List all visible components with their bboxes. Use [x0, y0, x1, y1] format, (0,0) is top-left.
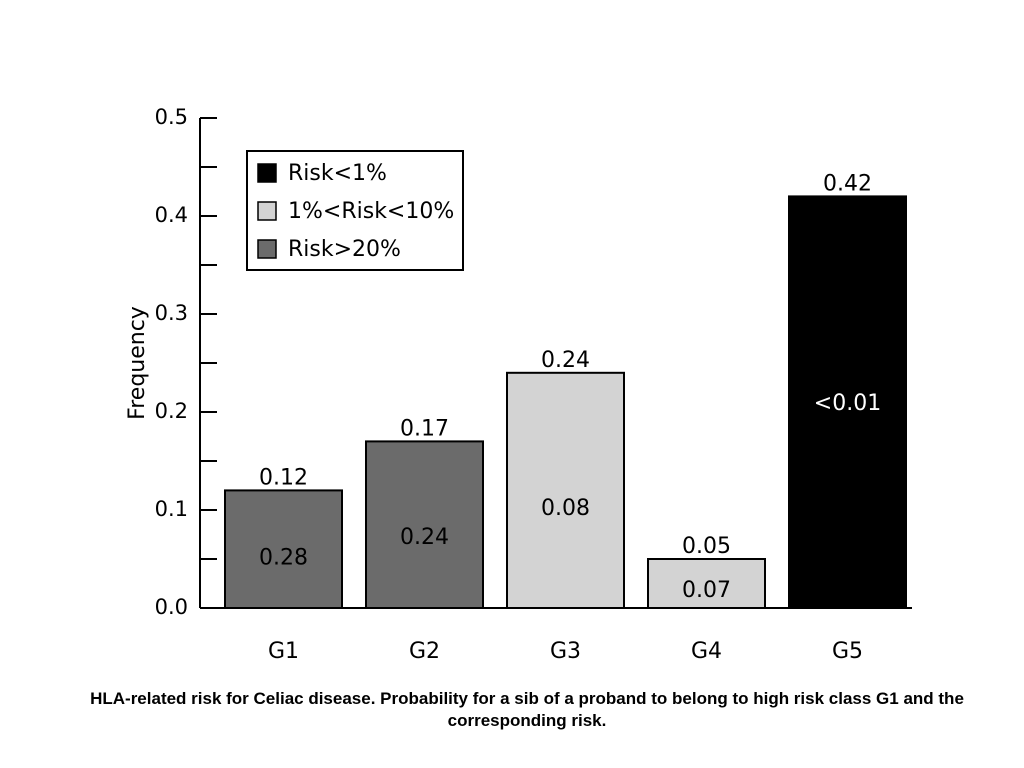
- bar-value-label: 0.42: [823, 171, 872, 196]
- bar-risk-label: 0.24: [400, 525, 449, 550]
- legend-swatch: [257, 163, 277, 183]
- y-ticks: 0.0 0.1 0.2 0.3 0.4 0.5: [155, 105, 217, 619]
- y-tick-label: 0.3: [155, 301, 188, 325]
- bar-g1: [224, 489, 343, 609]
- bar-value-label: 0.12: [259, 465, 308, 490]
- x-tick-label: G2: [409, 639, 440, 664]
- legend-swatch: [257, 201, 277, 221]
- y-tick-label: 0.0: [155, 595, 188, 619]
- bar-g2: [365, 440, 484, 609]
- bar-risk-label: 0.08: [541, 496, 590, 521]
- y-tick-label: 0.5: [155, 105, 188, 129]
- legend-label: Risk>20%: [288, 237, 401, 262]
- x-tick-label: G3: [550, 639, 581, 664]
- bar-g5: [788, 195, 907, 609]
- x-tick-labels: G1 G2 G3 G4 G5: [268, 639, 863, 664]
- y-tick-label: 0.2: [155, 399, 188, 423]
- legend-label: Risk<1%: [288, 161, 387, 186]
- bar-g3: [506, 371, 625, 609]
- legend-items: Risk<1% 1%<Risk<10% Risk>20%: [257, 161, 454, 262]
- bar-labels: 0.12 0.28 0.17 0.24 0.24 0.08 0.05 0.07 0.42 <0.0…: [259, 171, 881, 602]
- x-tick-label: G4: [691, 639, 722, 664]
- legend-box: [246, 150, 464, 271]
- x-tick-label: G1: [268, 639, 299, 664]
- bar-risk-label: 0.07: [682, 578, 731, 603]
- bar-risk-label: <0.01: [814, 391, 881, 416]
- bar-value-label: 0.05: [682, 534, 731, 559]
- bar-g4: [647, 558, 766, 609]
- y-tick-label: 0.4: [155, 203, 188, 227]
- y-axis-title: Frequency: [125, 306, 150, 420]
- figure-caption: HLA-related risk for Celiac disease. Pro…: [90, 689, 964, 730]
- bars: [224, 195, 907, 609]
- legend-swatch: [257, 239, 277, 259]
- bar-value-label: 0.17: [400, 416, 449, 441]
- legend: Risk<1% 1%<Risk<10% Risk>20%: [246, 150, 464, 271]
- y-tick-label: 0.1: [155, 497, 188, 521]
- bar-value-label: 0.24: [541, 348, 590, 373]
- legend-label: 1%<Risk<10%: [288, 199, 454, 224]
- bar-risk-label: 0.28: [259, 546, 308, 571]
- x-tick-label: G5: [832, 639, 863, 664]
